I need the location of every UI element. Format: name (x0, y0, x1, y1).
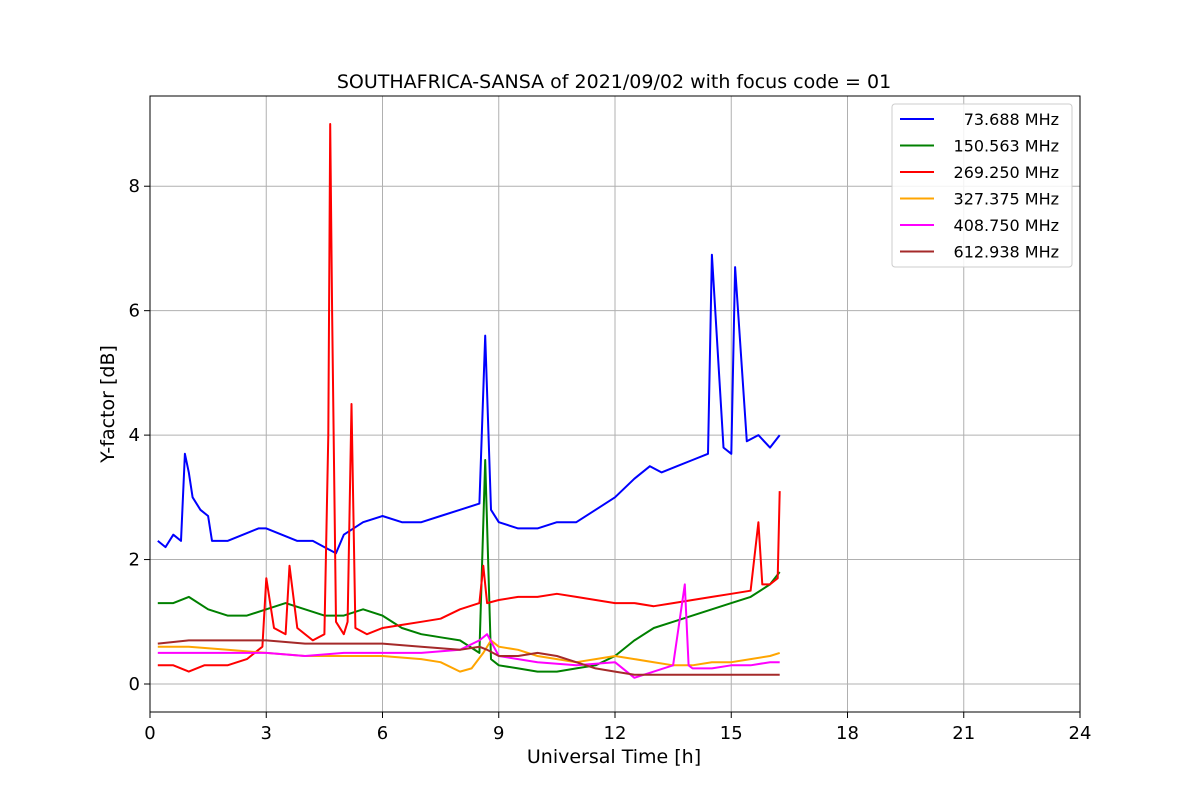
plot-frame (149, 95, 1081, 713)
series-line-3 (157, 639, 781, 673)
legend-entry-4: 408.750 MHz (954, 216, 1059, 235)
y-axis-label: Y-factor [dB] (97, 345, 119, 464)
legend-entry-1: 150.563 MHz (954, 137, 1059, 156)
y-tick-label: 4 (129, 425, 140, 446)
legend: 73.688 MHz 150.563 MHz 269.250 MHz 327.375 … (891, 103, 1073, 268)
x-tick-label: 0 (144, 723, 155, 744)
legend-entry-0: 73.688 MHz (964, 110, 1059, 129)
series-line-2 (157, 123, 781, 673)
x-tick-label: 15 (720, 723, 743, 744)
x-tick-label: 3 (261, 723, 272, 744)
x-tick-label: 24 (1069, 723, 1092, 744)
x-tick-label: 12 (604, 723, 627, 744)
legend-entry-3: 327.375 MHz (954, 190, 1059, 209)
legend-entry-2: 269.250 MHz (954, 163, 1059, 182)
y-tick-label: 2 (129, 550, 140, 571)
legend-box (891, 103, 1073, 268)
y-tick-label: 6 (129, 301, 140, 322)
x-tick-label: 6 (377, 723, 388, 744)
y-tick-label: 8 (129, 176, 140, 197)
series-line-4 (157, 583, 780, 679)
legend-entry-5: 612.938 MHz (954, 243, 1059, 262)
series-group (157, 123, 781, 679)
x-axis-label: Universal Time [h] (527, 746, 701, 768)
x-tick-label: 21 (952, 723, 975, 744)
x-tick-label: 9 (493, 723, 504, 744)
chart-title: SOUTHAFRICA-SANSA of 2021/09/02 with foc… (337, 71, 891, 93)
y-tick-label: 0 (129, 674, 140, 695)
x-tick-label: 18 (836, 723, 859, 744)
series-line-5 (157, 639, 780, 676)
series-line-0 (157, 253, 781, 555)
series-line-1 (157, 459, 781, 673)
